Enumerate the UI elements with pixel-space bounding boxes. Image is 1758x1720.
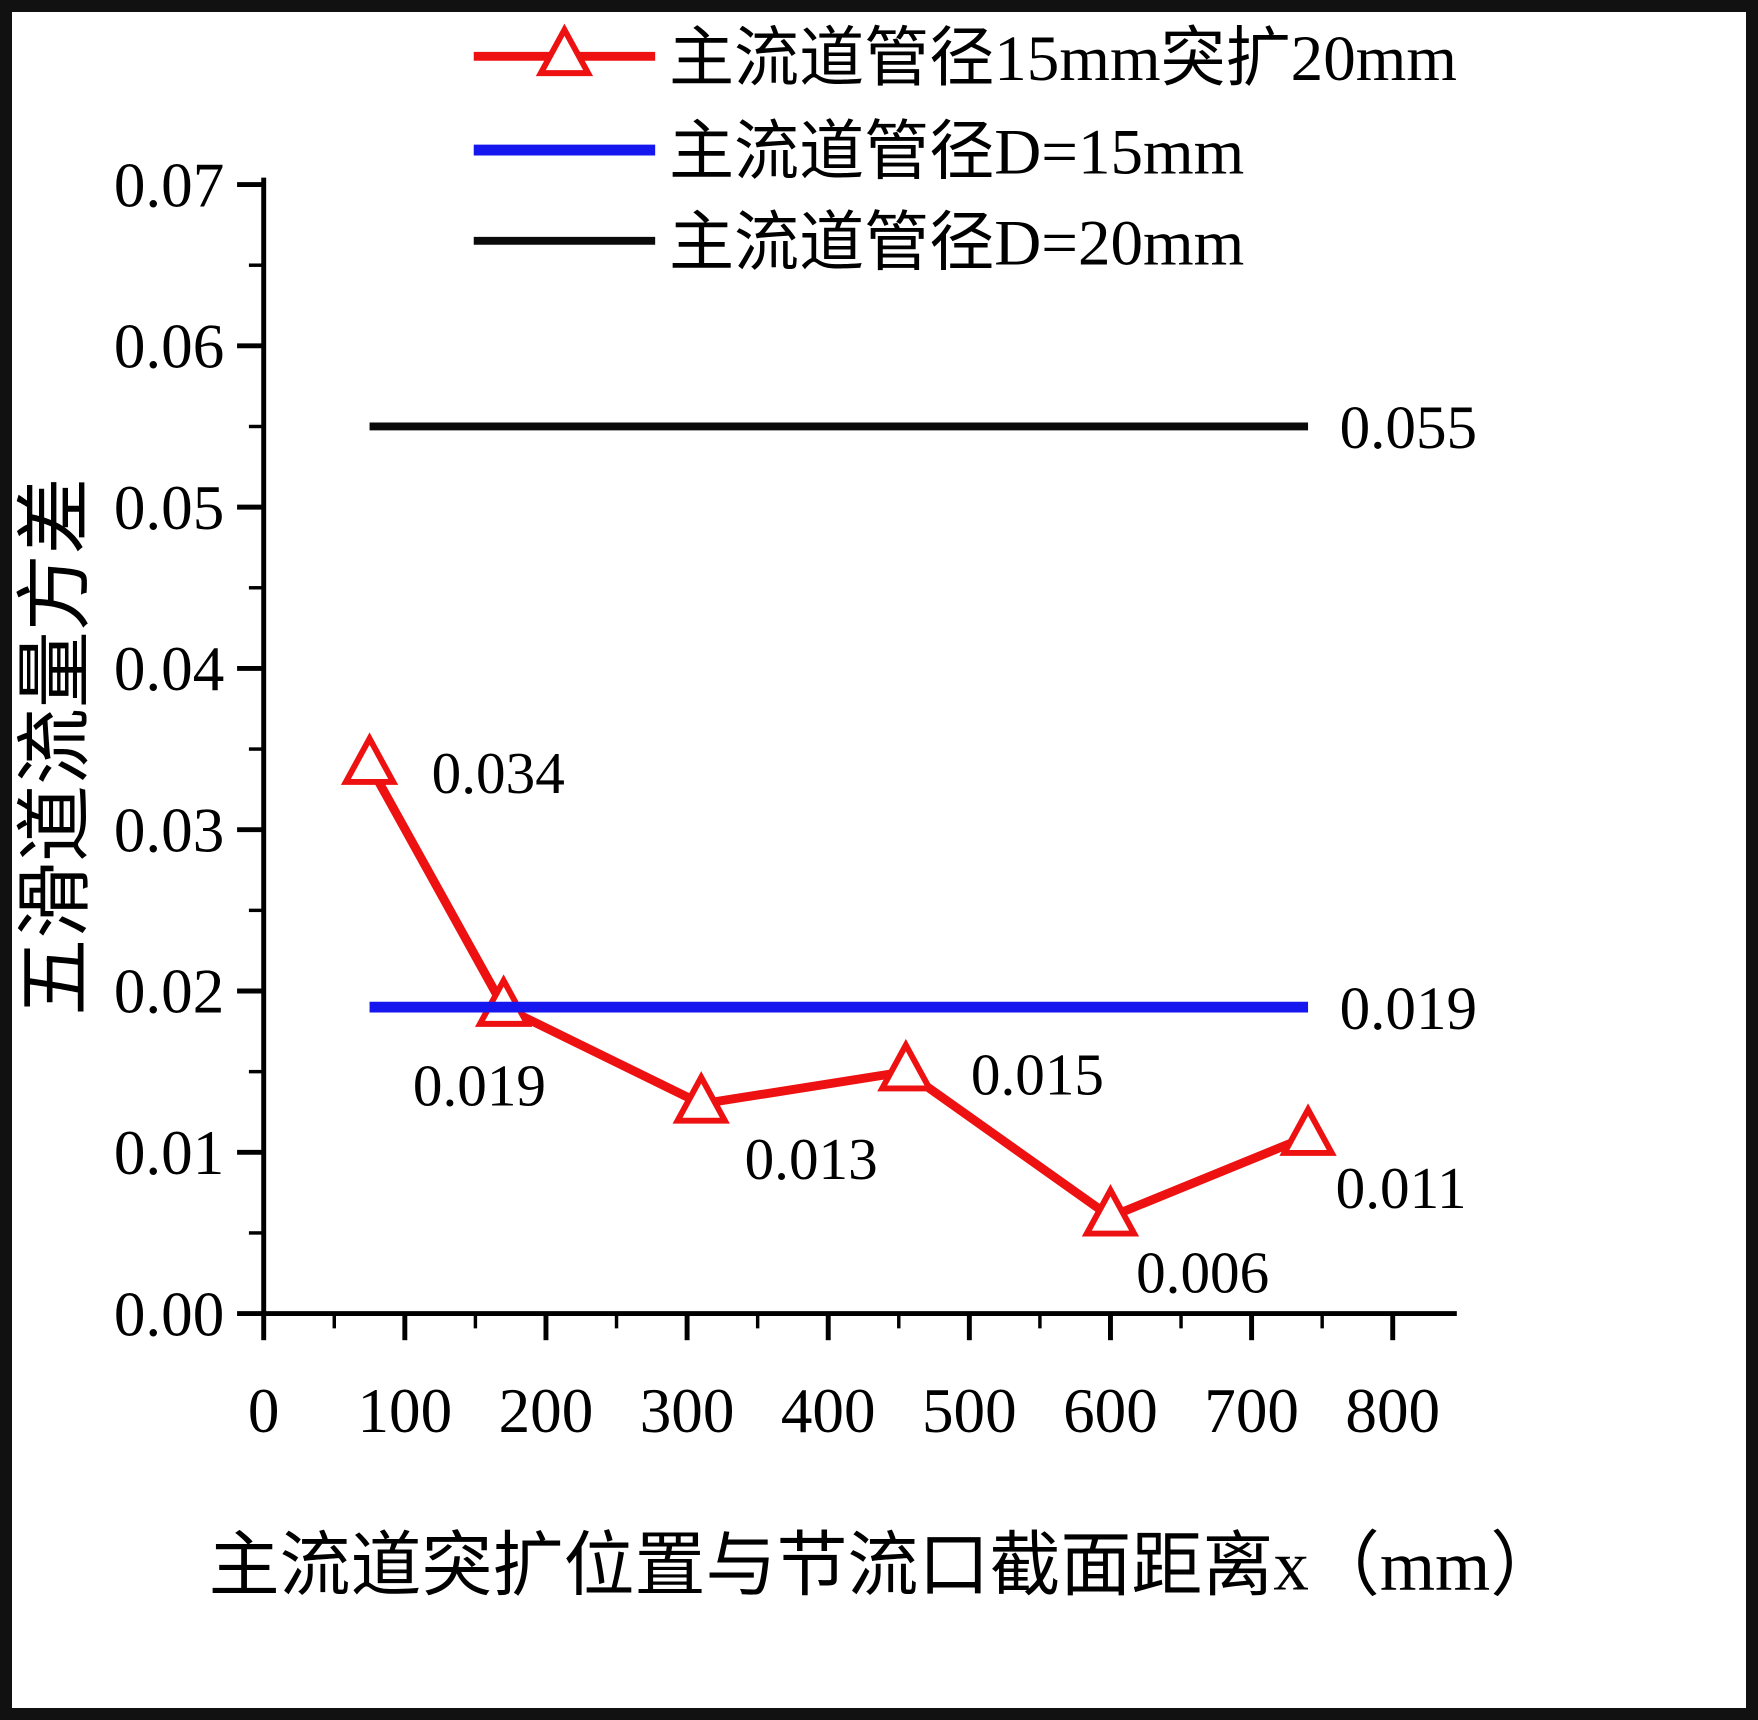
legend-label: 主流道管径15mm突扩20mm — [669, 23, 1457, 95]
data-label: 0.034 — [432, 740, 565, 806]
x-tick-label: 200 — [499, 1376, 594, 1446]
x-tick-label: 400 — [781, 1376, 876, 1446]
data-label: 0.019 — [413, 1053, 546, 1119]
y-tick-label: 0.07 — [114, 150, 224, 220]
x-tick-label: 100 — [358, 1376, 453, 1446]
y-tick-label: 0.01 — [114, 1118, 224, 1188]
line-end-label: 0.055 — [1340, 395, 1478, 462]
triangle-marker-icon — [340, 732, 399, 785]
y-tick-label: 0.04 — [114, 634, 224, 704]
legend-label: 主流道管径D=15mm — [669, 117, 1244, 189]
x-tick-label: 300 — [640, 1376, 735, 1446]
legend-triangle-marker-icon — [535, 23, 594, 77]
chart-svg: 0.00 0.01 0.02 0.03 0.04 0.05 0.06 0.07 0 100 200 3… — [12, 23, 1562, 1606]
x-tick-label: 600 — [1063, 1376, 1158, 1446]
x-tick-label: 500 — [922, 1376, 1017, 1446]
data-label: 0.015 — [971, 1041, 1104, 1107]
line-end-label: 0.019 — [1340, 976, 1478, 1043]
y-axis-title: 五滑道流量方差 — [12, 477, 98, 1015]
data-label: 0.011 — [1336, 1155, 1467, 1221]
y-tick-label: 0.05 — [114, 473, 224, 543]
data-label: 0.006 — [1136, 1240, 1269, 1306]
y-tick-label: 0.03 — [114, 795, 224, 865]
legend: 主流道管径15mm突扩20mm 主流道管径D=15mm 主流道管径D=20mm — [473, 23, 1457, 279]
plot-area: 0.00 0.01 0.02 0.03 0.04 0.05 0.06 0.07 0 100 200 3… — [114, 150, 1477, 1446]
y-tick-label: 0.02 — [114, 957, 224, 1027]
y-tick-label: 0.06 — [114, 312, 224, 382]
y-tick-label: 0.00 — [114, 1279, 224, 1349]
x-axis-title: 主流道突扩位置与节流口截面距离x（mm） — [209, 1528, 1562, 1606]
x-tick-label: 800 — [1345, 1376, 1440, 1446]
data-label: 0.013 — [745, 1126, 878, 1192]
triangle-marker-icon — [1279, 1103, 1337, 1156]
legend-label: 主流道管径D=20mm — [669, 207, 1244, 279]
x-tick-label: 700 — [1204, 1376, 1299, 1446]
triangle-marker-icon — [877, 1038, 935, 1092]
triangle-marker-icon — [672, 1071, 730, 1124]
series-line — [365, 763, 1310, 1222]
x-tick-label: 0 — [248, 1376, 280, 1446]
triangle-marker-icon — [1081, 1184, 1140, 1237]
